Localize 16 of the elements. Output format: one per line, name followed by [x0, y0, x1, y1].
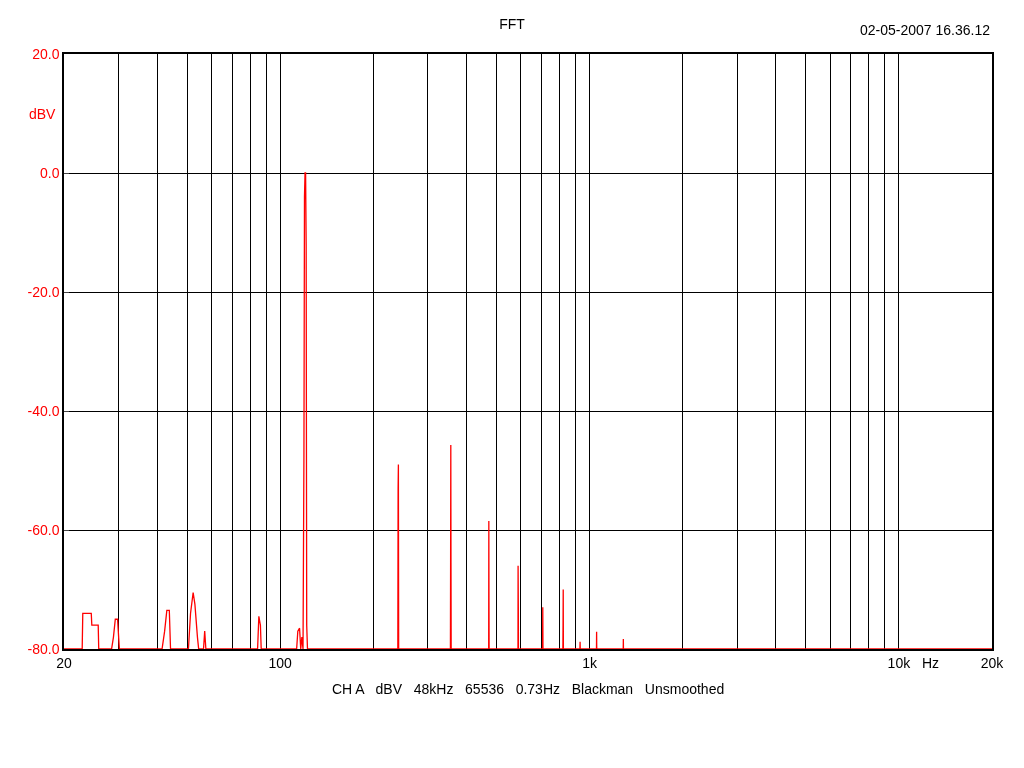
x-tick-label: 100 [268, 654, 293, 671]
y-tick-label: -60.0 [27, 521, 60, 538]
y-axis-title: dBV [29, 106, 57, 122]
x-tick-label: 20k [980, 654, 1005, 671]
text: CH A dBV 48kHz 65536 0.73Hz Blackman Unsmoothed [332, 681, 725, 697]
y-tick-label: -80.0 [27, 640, 60, 657]
y-tick-label: 20.0 [32, 45, 60, 62]
y-tick-label: -20.0 [27, 283, 60, 300]
x-axis-title: Hz [922, 655, 940, 671]
text: 02-05-2007 16.36.12 [860, 22, 991, 38]
x-tick-label: 20 [56, 654, 72, 671]
y-tick-label: 0.0 [39, 164, 60, 181]
y-tick-label: -40.0 [27, 402, 60, 419]
x-tick-label: 1k [582, 654, 598, 671]
x-tick-label: 10k [887, 654, 912, 671]
chart-title: FFT [499, 16, 526, 32]
